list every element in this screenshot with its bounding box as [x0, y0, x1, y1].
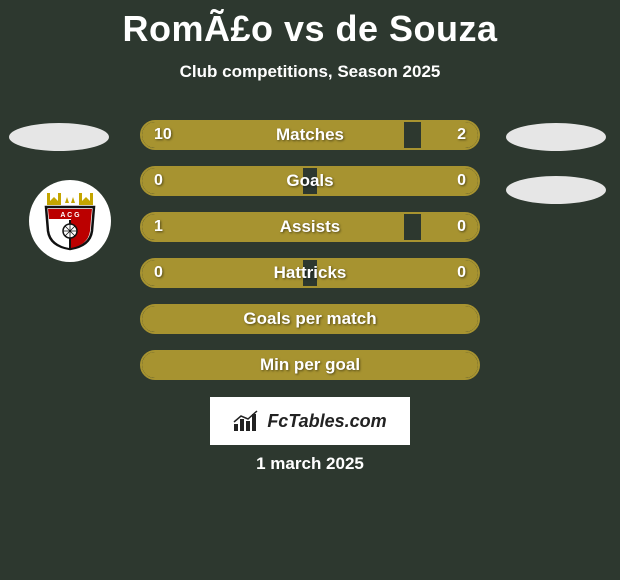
team-logo-placeholder-left — [9, 123, 109, 151]
page-title: RomÃ£o vs de Souza — [0, 0, 620, 50]
stat-row: Hattricks0 0 — [140, 258, 480, 288]
stat-value-right: 0 — [457, 214, 466, 240]
chart-icon — [233, 410, 261, 432]
stat-value-right: 0 — [457, 168, 466, 194]
fctables-logo-text: FcTables.com — [267, 411, 386, 432]
stats-bars: Matches102Goals00Assists10Hattricks00Goa… — [140, 120, 480, 396]
shield-icon: A C G — [40, 191, 100, 251]
date-label: 1 march 2025 — [0, 454, 620, 474]
stat-row: Goals0 0 — [140, 166, 480, 196]
club-badge-left: A C G — [29, 180, 111, 262]
stat-row: Assists1 0 — [140, 212, 480, 242]
team-logo-placeholder-right-2 — [506, 176, 606, 204]
stat-value-left: 0 — [154, 260, 163, 286]
stat-value-left: 10 — [154, 122, 172, 148]
stat-label: Goals — [142, 168, 478, 194]
stat-label: Min per goal — [142, 352, 478, 378]
stat-row: Matches10 2 — [140, 120, 480, 150]
stat-row: Goals per match — [140, 304, 480, 334]
stat-label: Hattricks — [142, 260, 478, 286]
stat-label: Matches — [142, 122, 478, 148]
svg-text:A C G: A C G — [60, 212, 80, 219]
stat-value-right: 0 — [457, 260, 466, 286]
fctables-logo[interactable]: FcTables.com — [210, 397, 410, 445]
stat-label: Goals per match — [142, 306, 478, 332]
stat-row: Min per goal — [140, 350, 480, 380]
page-subtitle: Club competitions, Season 2025 — [0, 62, 620, 82]
stat-value-right: 2 — [457, 122, 466, 148]
stat-label: Assists — [142, 214, 478, 240]
stat-value-left: 1 — [154, 214, 163, 240]
team-logo-placeholder-right-1 — [506, 123, 606, 151]
stat-value-left: 0 — [154, 168, 163, 194]
